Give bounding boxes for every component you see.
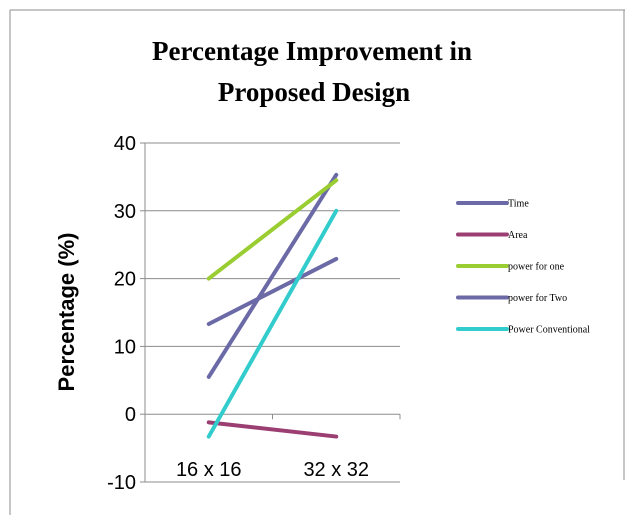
series-line-power-for-two bbox=[206, 256, 339, 327]
x-tick-label: 16 x 16 bbox=[176, 459, 242, 481]
series-layer bbox=[206, 172, 339, 439]
legend-label: power for Two bbox=[508, 293, 567, 304]
y-tick-label: 20 bbox=[114, 269, 136, 291]
y-tick-label: -10 bbox=[107, 472, 136, 494]
legend-label: Power Conventional bbox=[508, 325, 590, 336]
legend: Time Area power for one power for Two Power … bbox=[456, 199, 590, 336]
series-line-power-for-one bbox=[206, 178, 339, 281]
legend-label: Area bbox=[508, 230, 528, 241]
y-tick-label: 30 bbox=[114, 201, 136, 223]
y-tick-label: 40 bbox=[114, 133, 136, 155]
series-line-area bbox=[206, 420, 339, 439]
chart-title-line-1: Percentage Improvement in bbox=[152, 36, 472, 66]
y-axis-label: Percentage (%) bbox=[54, 233, 79, 392]
y-tick-label: 10 bbox=[114, 336, 136, 358]
legend-label: Time bbox=[508, 199, 529, 210]
legend-label: power for one bbox=[508, 262, 565, 273]
y-tick-label: 0 bbox=[125, 404, 136, 426]
series-line-time bbox=[206, 172, 339, 379]
x-tick-label: 32 x 32 bbox=[303, 459, 369, 481]
chart-title-line-2: Proposed Design bbox=[218, 77, 410, 107]
series-line-power-conventional bbox=[206, 208, 339, 439]
axis-layer: -10 0 10 20 30 40 16 x 16 32 x 32 bbox=[107, 133, 401, 494]
